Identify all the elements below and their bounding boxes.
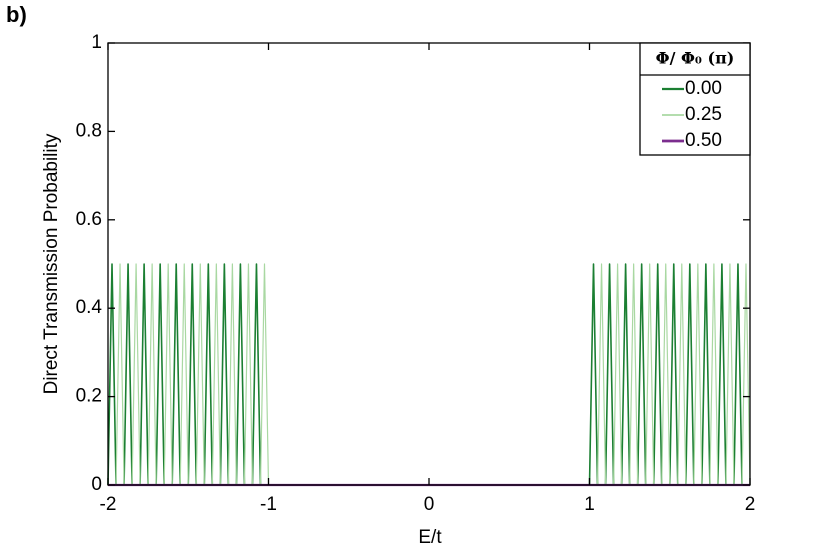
y-tick-label: 0.6 (76, 209, 102, 230)
legend-box (639, 42, 751, 156)
legend-label: 0.25 (685, 104, 722, 125)
y-tick-label: 0.2 (76, 386, 102, 407)
y-tick-label: 0.8 (76, 120, 102, 141)
x-tick-label: -2 (100, 494, 117, 515)
y-axis-label: Direct Transmission Probability (41, 133, 62, 394)
x-axis-label: E/t (418, 527, 442, 548)
x-tick-label: 1 (584, 494, 595, 515)
y-tick-label: 0 (91, 474, 102, 495)
legend-label: 0.50 (685, 130, 722, 151)
x-tick-label: 2 (745, 494, 756, 515)
y-tick-label: 0.4 (76, 297, 103, 318)
legend: Φ/ Φ₀ (π) 0.00 0.25 0.50 (639, 42, 751, 156)
x-tick-label: -1 (260, 494, 277, 515)
panel-label: b) (6, 2, 27, 27)
legend-title: Φ/ Φ₀ (π) (656, 49, 735, 68)
x-tick-label: 0 (424, 494, 435, 515)
data-line (107, 263, 750, 486)
y-tick-label: 1 (91, 32, 102, 53)
legend-label: 0.00 (685, 78, 722, 99)
